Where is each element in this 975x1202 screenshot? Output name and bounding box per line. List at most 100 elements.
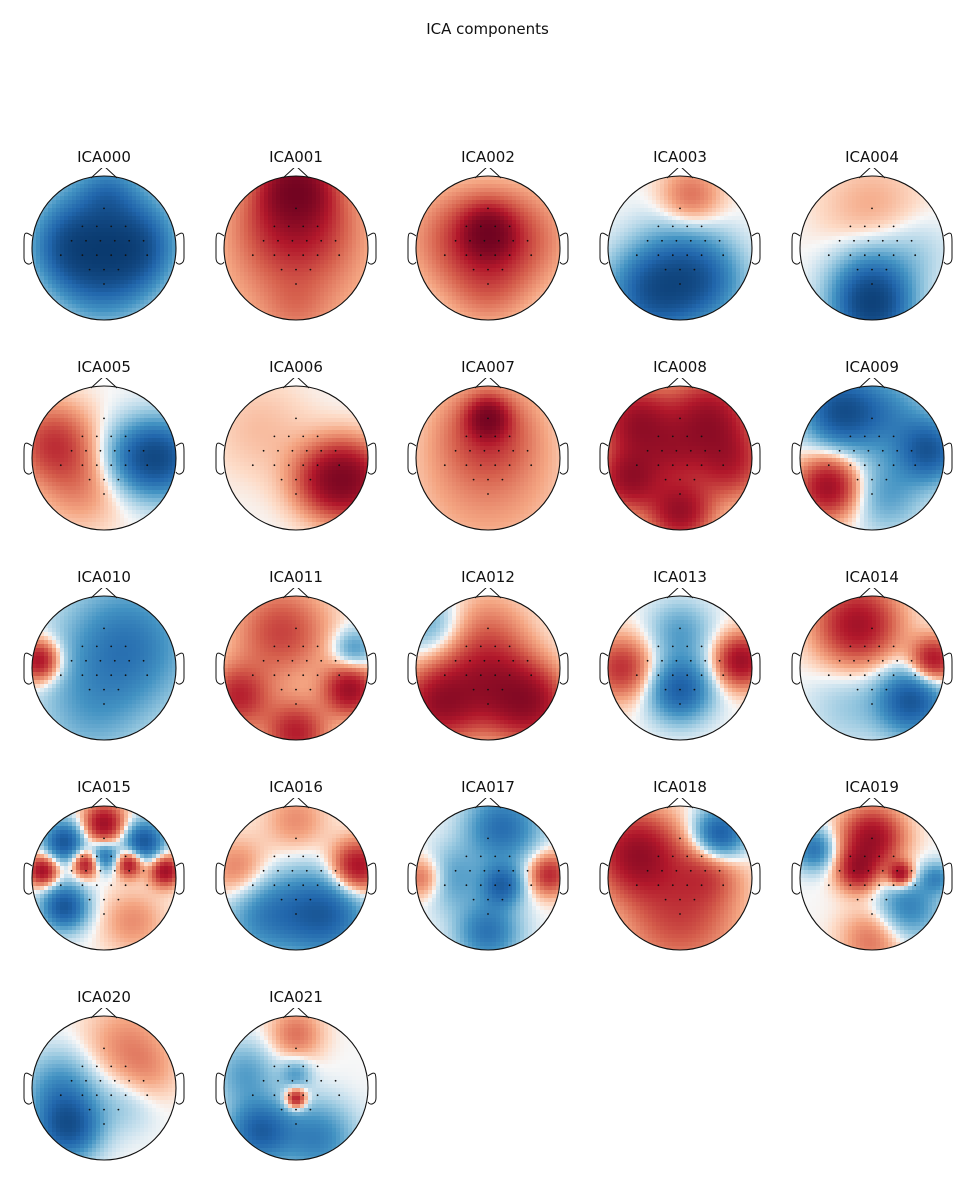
component-title: ICA021 [211, 988, 381, 1006]
topomap-ica021: ICA021 [211, 988, 381, 1188]
sensor-dot [280, 688, 283, 691]
sensor-dot [849, 674, 852, 677]
sensor-dot [487, 688, 489, 691]
sensor-dot [469, 239, 471, 242]
sensor-dot [479, 855, 482, 858]
sensor-dot [508, 674, 511, 677]
sensor-dot [863, 884, 866, 887]
sensor-dot [487, 898, 489, 901]
sensor-dot [88, 688, 91, 691]
sensor-dot [856, 478, 859, 481]
sensor-dot [117, 268, 120, 271]
sensor-dot [287, 435, 290, 438]
scalp-map [599, 168, 761, 321]
topomap-ica006: ICA006 [211, 358, 381, 558]
topomap-ica017: ICA017 [403, 778, 573, 978]
sensor-dot [262, 869, 265, 872]
sensor-dot [472, 478, 475, 481]
sensor-dot [454, 659, 457, 662]
sensor-dot [472, 268, 475, 271]
sensor-dot [88, 268, 91, 271]
sensor-dot [693, 268, 696, 271]
sensor-dot [526, 659, 529, 662]
head-outline [223, 175, 369, 321]
sensor-dot [103, 478, 105, 481]
sensor-dot [671, 884, 674, 887]
topomap-ica005: ICA005 [19, 358, 189, 558]
sensor-dot [679, 627, 681, 630]
left-ear-outline [23, 1072, 33, 1105]
nose-outline [90, 798, 118, 809]
sensor-dot [287, 645, 290, 648]
head-outline [799, 805, 945, 951]
topomap-ica009: ICA009 [787, 358, 957, 558]
sensor-dot [469, 659, 471, 662]
sensor-dot [508, 254, 511, 257]
sensor-dot [110, 645, 113, 648]
sensor-dot [302, 884, 305, 887]
sensor-dot [892, 674, 895, 677]
sensor-dot [302, 1094, 305, 1097]
sensor-dot [280, 1108, 283, 1111]
sensor-dot [700, 225, 703, 228]
sensor-dot [287, 225, 290, 228]
sensor-dot [95, 884, 98, 887]
sensor-dot [117, 898, 120, 901]
sensor-dot [85, 239, 87, 242]
left-ear-outline [215, 442, 225, 475]
sensor-dot [103, 898, 105, 901]
sensor-dot [85, 869, 87, 872]
sensor-dot [316, 225, 319, 228]
sensor-dot [838, 239, 841, 242]
sensor-dot [124, 884, 127, 887]
sensor-dot [273, 674, 276, 677]
sensor-dot [827, 884, 830, 887]
sensor-dot [295, 1108, 297, 1111]
sensor-dot [704, 869, 707, 872]
left-ear-outline [791, 652, 801, 685]
head-outline [415, 805, 561, 951]
nose-outline [666, 168, 694, 179]
topomap-ica010: ICA010 [19, 568, 189, 768]
sensor-dot [277, 1079, 279, 1082]
sensor-dot [295, 913, 297, 915]
sensor-dot [124, 435, 127, 438]
sensor-dot [671, 225, 674, 228]
scalp-map [23, 378, 185, 531]
right-ear-outline [559, 652, 569, 685]
topomap-ica008: ICA008 [595, 358, 765, 558]
sensor-dot [657, 674, 660, 677]
sensor-dot [914, 884, 917, 887]
sensor-dot [469, 449, 471, 452]
nose-outline [666, 798, 694, 809]
left-ear-outline [791, 442, 801, 475]
scalp-map [407, 798, 569, 951]
sensor-dot [338, 1094, 341, 1097]
left-ear-outline [599, 232, 609, 265]
sensor-dot [81, 1094, 84, 1097]
nose-outline [282, 798, 310, 809]
sensor-dot [110, 254, 113, 257]
sensor-dot [113, 659, 116, 662]
sensor-dot [262, 239, 265, 242]
sensor-dot [338, 884, 341, 887]
sensor-dot [103, 493, 105, 495]
sensor-dot [316, 1094, 319, 1097]
sensor-dot [657, 855, 660, 858]
nose-outline [90, 168, 118, 179]
sensor-dot [320, 239, 323, 242]
sensor-dot [81, 855, 84, 858]
sensor-dot [679, 688, 681, 691]
sensor-dot [885, 898, 888, 901]
sensor-dot [110, 1094, 113, 1097]
sensor-dot [871, 268, 873, 271]
sensor-dot [320, 1079, 323, 1082]
sensor-dot [291, 1079, 294, 1082]
sensor-dot [657, 254, 660, 257]
sensor-dot [487, 913, 489, 915]
figure-title: ICA components [0, 20, 975, 38]
left-ear-outline [23, 862, 33, 895]
sensor-dot [671, 645, 674, 648]
sensor-dot [287, 674, 290, 677]
scalp-map [599, 798, 761, 951]
